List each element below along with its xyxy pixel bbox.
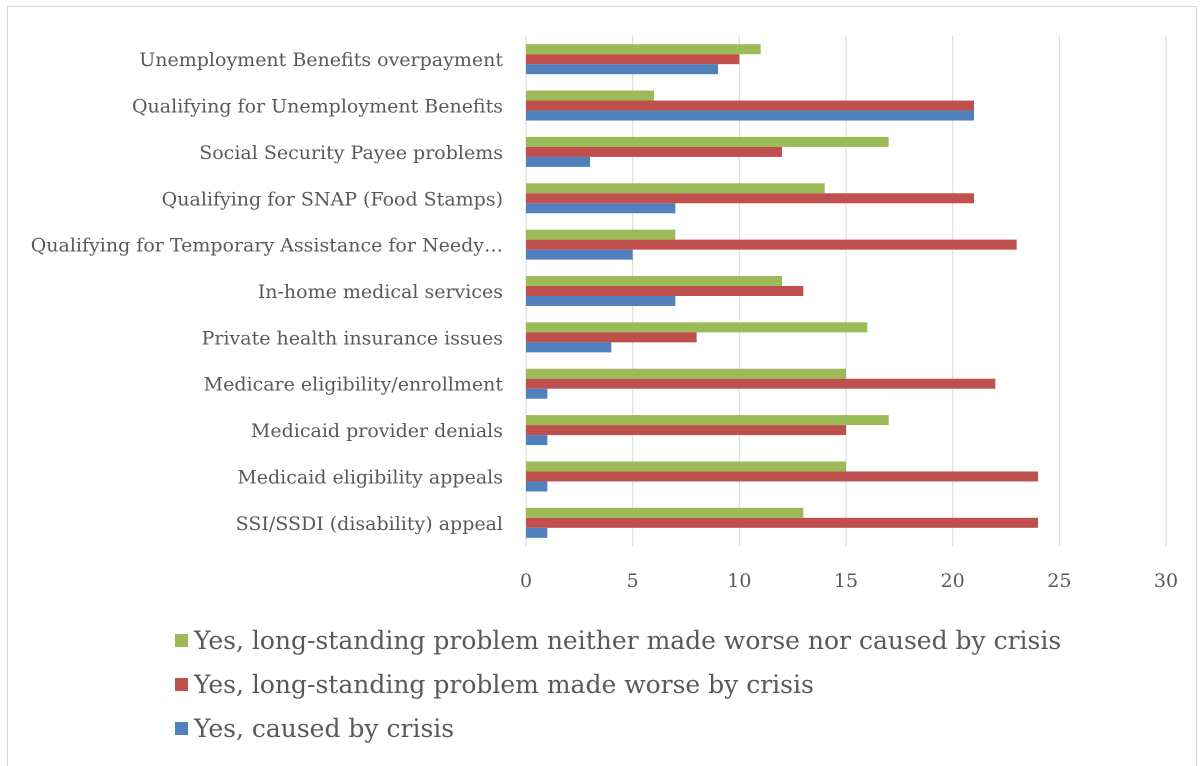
bar-series-0-cat-1 bbox=[526, 90, 654, 101]
category-label: Private health insurance issues bbox=[202, 327, 503, 349]
bar-series-2-cat-4 bbox=[526, 249, 633, 260]
bar-series-1-cat-3 bbox=[526, 193, 974, 204]
bar-series-1-cat-0 bbox=[526, 54, 740, 65]
category-label: Medicaid provider denials bbox=[251, 420, 503, 442]
x-tick-label: 10 bbox=[727, 570, 751, 592]
bar-series-2-cat-2 bbox=[526, 156, 590, 167]
bar-series-0-cat-2 bbox=[526, 136, 889, 147]
bar-series-0-cat-6 bbox=[526, 322, 868, 333]
x-tick-label: 15 bbox=[834, 570, 858, 592]
bar-series-2-cat-9 bbox=[526, 481, 548, 492]
category-label: Qualifying for Unemployment Benefits bbox=[132, 96, 503, 118]
category-label: Social Security Payee problems bbox=[199, 142, 503, 164]
bar-series-2-cat-8 bbox=[526, 435, 548, 446]
bars bbox=[526, 44, 1038, 538]
bar-series-0-cat-10 bbox=[526, 507, 804, 518]
legend-item-neither: Yes, long-standing problem neither made … bbox=[175, 618, 1061, 662]
legend-swatch-made-worse bbox=[175, 677, 188, 691]
x-tick-label: 0 bbox=[520, 570, 532, 592]
category-labels: Unemployment Benefits overpayment Qualify… bbox=[31, 49, 504, 535]
legend-label-neither: Yes, long-standing problem neither made … bbox=[194, 625, 1062, 655]
legend-label-made-worse: Yes, long-standing problem made worse by… bbox=[194, 669, 814, 699]
x-tick-label: 25 bbox=[1047, 570, 1071, 592]
bar-series-1-cat-10 bbox=[526, 517, 1038, 528]
category-label: SSI/SSDI (disability) appeal bbox=[236, 513, 503, 535]
bar-series-2-cat-3 bbox=[526, 203, 676, 214]
category-label: Qualifying for SNAP (Food Stamps) bbox=[162, 188, 503, 210]
bar-series-0-cat-0 bbox=[526, 44, 761, 55]
bar-series-0-cat-5 bbox=[526, 276, 782, 286]
x-tick-label: 20 bbox=[941, 570, 965, 592]
bar-series-0-cat-4 bbox=[526, 229, 676, 240]
bar-series-2-cat-1 bbox=[526, 110, 974, 121]
category-label: In-home medical services bbox=[258, 281, 503, 303]
bar-series-1-cat-5 bbox=[526, 286, 804, 296]
legend: Yes, long-standing problem neither made … bbox=[175, 618, 1061, 750]
legend-swatch-neither bbox=[175, 633, 188, 647]
category-label: Qualifying for Temporary Assistance for … bbox=[31, 235, 503, 257]
bar-series-2-cat-0 bbox=[526, 64, 718, 75]
bar-series-0-cat-3 bbox=[526, 183, 825, 194]
legend-item-made-worse: Yes, long-standing problem made worse by… bbox=[175, 662, 1061, 706]
bar-series-0-cat-7 bbox=[526, 368, 846, 379]
legend-label-caused: Yes, caused by crisis bbox=[194, 713, 455, 743]
category-label: Medicare eligibility/enrollment bbox=[204, 374, 504, 396]
x-tick-label: 5 bbox=[627, 570, 639, 592]
legend-item-caused: Yes, caused by crisis bbox=[175, 706, 1061, 750]
bar-series-1-cat-7 bbox=[526, 378, 996, 389]
bar-series-2-cat-7 bbox=[526, 388, 548, 399]
bar-series-1-cat-4 bbox=[526, 239, 1017, 250]
bar-series-1-cat-9 bbox=[526, 471, 1038, 482]
category-label: Medicaid eligibility appeals bbox=[237, 466, 503, 488]
bar-series-1-cat-1 bbox=[526, 100, 974, 111]
x-tick-label: 30 bbox=[1154, 570, 1178, 592]
bar-series-0-cat-9 bbox=[526, 461, 846, 472]
bar-series-2-cat-6 bbox=[526, 342, 612, 353]
x-tick-labels: 0 5 10 15 20 25 30 bbox=[520, 570, 1178, 592]
bar-series-1-cat-6 bbox=[526, 332, 697, 343]
bar-series-2-cat-10 bbox=[526, 527, 548, 538]
bar-series-1-cat-8 bbox=[526, 425, 846, 436]
legend-swatch-caused bbox=[175, 721, 188, 735]
bar-series-1-cat-2 bbox=[526, 146, 782, 157]
category-label: Unemployment Benefits overpayment bbox=[139, 49, 503, 71]
bar-series-2-cat-5 bbox=[526, 296, 676, 306]
bar-series-0-cat-8 bbox=[526, 415, 889, 426]
